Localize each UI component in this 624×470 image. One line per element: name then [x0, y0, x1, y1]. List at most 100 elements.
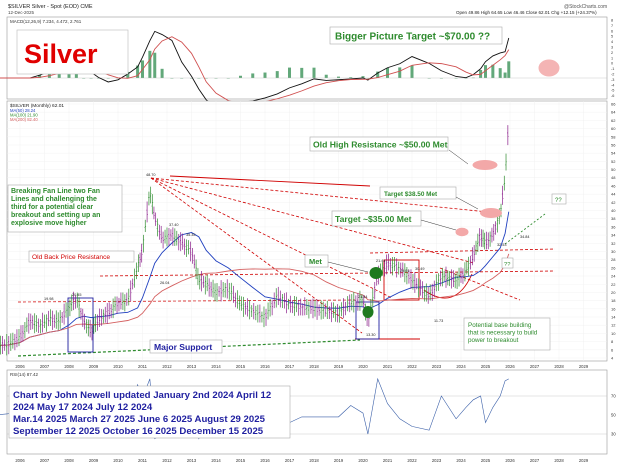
macd-hist-bar	[324, 74, 328, 78]
watermark: @StockCharts.com	[564, 4, 607, 10]
macd-y-tick-label: 4	[611, 40, 613, 44]
rsi-y-ticks: 70 50 30	[611, 394, 616, 437]
x-tick-label: 2020	[358, 458, 368, 463]
peak-label: 11.73	[434, 319, 443, 323]
peak-labels: 48.70 37.40 35.35 26.04 21.44 34.84 32.5…	[44, 173, 530, 337]
y-tick-label: 4	[611, 356, 614, 361]
macd-legend: MACD(12,26,9) 7.234, 4.472, 2.761	[10, 19, 82, 24]
macd-hist-bar	[491, 64, 495, 78]
y-tick-label: 22	[611, 282, 616, 287]
y-tick-label: 14	[611, 315, 616, 320]
macd-hist-bar	[38, 75, 42, 78]
old-high-pointer	[448, 149, 469, 165]
y-tick-label: 20	[611, 290, 616, 295]
macd-y-tick-label: 3	[611, 46, 613, 50]
macd-hist-bar	[170, 78, 174, 79]
peak-label: 19.98	[44, 297, 54, 301]
x-tick-label: 2014	[211, 458, 221, 463]
x-axis-price: 2006 2007 2008 2009 2010 2011 2012 2013 2014 2015…	[15, 364, 588, 369]
y-tick-label: 50	[611, 167, 616, 172]
macd-hist-bar	[57, 71, 61, 78]
peak-label: 30.49	[415, 267, 425, 271]
target-38-box	[379, 186, 457, 200]
fan-line-4	[150, 177, 499, 214]
qq-box-2	[501, 257, 514, 269]
box-2020	[355, 301, 380, 340]
price-y-ticks: 6664626058565452504846444240383634323028…	[611, 102, 616, 361]
macd-hist-bar	[251, 73, 255, 78]
peak-label: 21.44	[358, 295, 368, 299]
y-tick-label: 54	[611, 151, 616, 156]
resistance-line-1	[99, 270, 556, 277]
macd-hist-bar	[190, 78, 193, 79]
macd-y-tick-label: -5	[611, 89, 614, 93]
x-tick-label: 2006	[15, 364, 25, 369]
macd-y-tick-label: -4	[611, 83, 614, 87]
bigger-picture-label: Bigger Picture Target ~$70.00 ??	[335, 32, 490, 43]
rsi-y-tick-label: 50	[611, 413, 616, 418]
rsi-legend: RSI(14) 87.42	[10, 372, 39, 377]
met-dot-2	[362, 306, 374, 318]
y-tick-label: 52	[611, 159, 616, 164]
y-tick-label: 10	[611, 331, 616, 336]
macd-hist-bar	[288, 67, 291, 78]
x-tick-label: 2008	[64, 364, 74, 369]
peak-label: 35.35	[186, 233, 196, 237]
macd-panel: MACD(12,26,9) 7.234, 4.472, 2.761 876 54 3…	[0, 16, 614, 108]
rsi-panel: RSI(14) 87.42 70 50 30 Chart by John Newel…	[0, 369, 616, 455]
y-tick-label: 58	[611, 134, 616, 139]
macd-hist-bar	[484, 65, 487, 78]
y-tick-label: 56	[611, 142, 616, 147]
macd-hist-bar	[312, 67, 316, 78]
projection-arrow	[504, 213, 546, 245]
x-tick-label: 2015	[236, 458, 246, 463]
y-tick-label: 26	[611, 265, 616, 270]
macd-y-tick-label: -6	[611, 94, 614, 98]
x-tick-label: 2026	[505, 458, 515, 463]
x-tick-label: 2026	[505, 364, 515, 369]
macd-hist-bar	[153, 52, 157, 78]
macd-hist-bar	[464, 78, 468, 79]
macd-hist-bar	[263, 72, 267, 78]
silver-title-box	[16, 29, 129, 75]
macd-y-ticks: 876 54 321 0-1 -2-3-4 -5-6	[611, 19, 614, 99]
x-tick-label: 2012	[162, 364, 172, 369]
y-tick-label: 8	[611, 339, 614, 344]
target-35-box	[331, 210, 422, 227]
x-tick-label: 2019	[334, 458, 344, 463]
x-tick-label: 2015	[236, 364, 246, 369]
x-tick-label: 2011	[138, 458, 148, 463]
macd-hist-bar	[366, 78, 370, 79]
peak-label: 29.91	[400, 269, 410, 273]
y-tick-label: 12	[611, 323, 616, 328]
x-tick-label: 2011	[138, 364, 148, 369]
target-38-pointer	[455, 196, 479, 210]
target-38-label: Target $38.50 Met	[384, 191, 438, 198]
macd-hist-bar	[89, 78, 93, 79]
peak-label: 20.45	[72, 293, 82, 297]
macd-y-tick-label: -3	[611, 78, 614, 82]
price-legend-ma50: MA(50) 28.24	[10, 108, 36, 113]
breaking-fan-box	[7, 184, 123, 233]
macd-y-tick-label: -1	[611, 67, 614, 71]
x-tick-label: 2025	[481, 458, 491, 463]
macd-hist-bar	[204, 78, 208, 79]
y-tick-label: 62	[611, 118, 616, 123]
macd-y-tick-label: 5	[611, 35, 613, 39]
updated-line-2: 2024 May 17 2024 July 12 2024	[13, 402, 153, 413]
macd-hist-bar	[148, 50, 152, 78]
macd-hist-bar	[386, 68, 389, 78]
fan-line-2	[150, 177, 475, 264]
qq-box-1	[551, 193, 567, 205]
updated-line-1: Chart by John Newell updated January 2nd…	[13, 390, 271, 401]
x-tick-label: 2022	[407, 364, 417, 369]
x-tick-label: 2024	[456, 364, 466, 369]
major-support-label: Major Support	[154, 342, 212, 352]
x-tick-label: 2020	[358, 364, 368, 369]
price-legend-title: $SILVER (Monthly) 62.01	[10, 103, 64, 109]
macd-hist-bar	[160, 68, 164, 78]
y-tick-label: 42	[611, 200, 616, 205]
macd-target-circle	[538, 59, 560, 77]
x-tick-label: 2007	[40, 458, 50, 463]
